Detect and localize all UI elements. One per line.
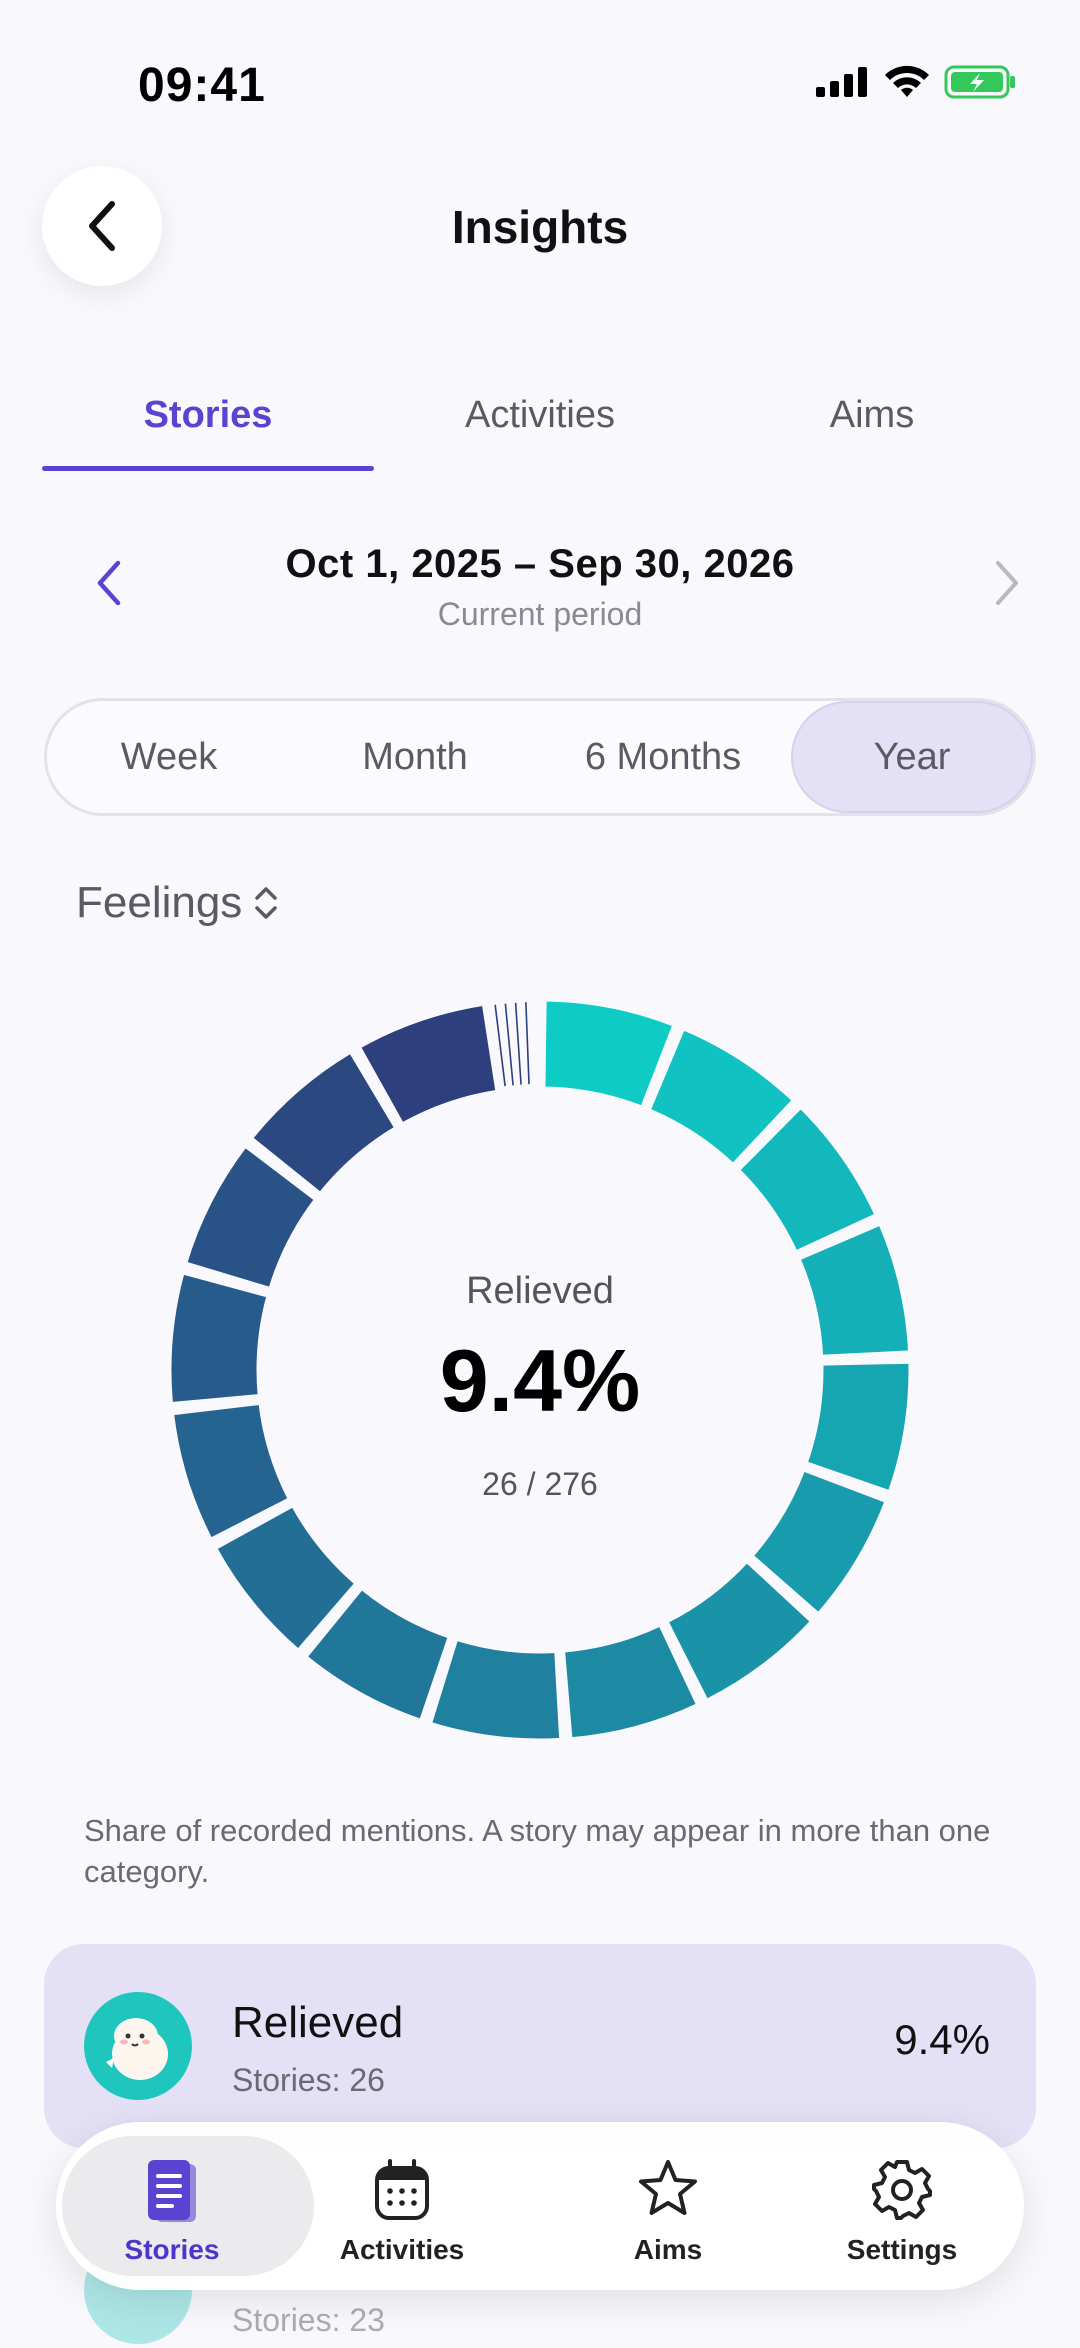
chart-footnote: Share of recorded mentions. A story may …	[84, 1813, 991, 1889]
period-range: Oct 1, 2025 – Sep 30, 2026	[285, 542, 795, 586]
donut-center-value: 9.4%	[439, 1331, 641, 1430]
chevron-up-down-icon	[255, 887, 278, 919]
donut-segment[interactable]	[304, 1587, 451, 1722]
status-time: 09:41	[138, 59, 266, 112]
range-6-months[interactable]: 6 Months	[584, 736, 742, 778]
metric-selector[interactable]: Feelings	[76, 878, 280, 928]
insights-tabs: Stories Activities Aims	[42, 370, 1038, 474]
document-icon	[148, 2160, 196, 2222]
donut-center-count: 26 / 276	[482, 1466, 598, 1502]
tab-aims[interactable]: Aims	[829, 394, 915, 436]
gear-icon	[872, 2160, 932, 2220]
list-item[interactable]: Relieved Stories: 26 9.4%	[44, 1944, 1036, 2148]
donut-segment[interactable]	[665, 1560, 813, 1702]
range-week[interactable]: Week	[120, 736, 218, 778]
donut-segment[interactable]	[797, 1222, 912, 1358]
period-subtitle: Current period	[437, 596, 643, 632]
donut-sliver-segment	[494, 1004, 506, 1087]
donut-segment[interactable]	[357, 1002, 499, 1126]
donut-segment[interactable]	[168, 1271, 270, 1406]
status-icons	[816, 64, 1018, 100]
range-segmented-control: Week Month 6 Months Year	[44, 698, 1036, 816]
list-item-title: Relieved	[232, 1998, 404, 2047]
donut-segment[interactable]	[171, 1401, 291, 1541]
tab-stories[interactable]: Stories	[143, 394, 273, 436]
chevron-left-icon	[89, 201, 115, 251]
donut-segment[interactable]	[647, 1027, 795, 1166]
tabbar-aims[interactable]: Aims	[552, 2122, 784, 2290]
calendar-icon	[375, 2159, 429, 2220]
tabbar-label: Activities	[339, 2234, 465, 2265]
tabbar-stories[interactable]: Stories	[56, 2122, 314, 2290]
donut-segment[interactable]	[750, 1468, 888, 1616]
active-tab-indicator	[42, 466, 374, 471]
period-navigator: Oct 1, 2025 – Sep 30, 2026 Current perio…	[0, 530, 1080, 650]
donut-center-label: Relieved	[466, 1270, 614, 1312]
range-year[interactable]: Year	[791, 701, 1033, 813]
page-title: Insights	[451, 201, 629, 253]
donut-segment[interactable]	[214, 1504, 358, 1652]
tabbar-label: Stories	[124, 2234, 220, 2265]
metric-selector-value: Feelings	[76, 878, 243, 927]
tabbar-activities[interactable]: Activities	[286, 2122, 518, 2290]
donut-segment[interactable]	[562, 1623, 700, 1741]
donut-sliver-segment	[525, 1002, 530, 1085]
donut-segment[interactable]	[804, 1360, 912, 1494]
next-period-button[interactable]	[990, 558, 1024, 613]
donut-sliver-segment	[514, 1002, 522, 1085]
status-bar: 09:41	[0, 0, 1080, 170]
relieved-feeling-icon	[84, 1992, 192, 2100]
donut-segment[interactable]	[429, 1637, 563, 1742]
donut-segment[interactable]	[737, 1105, 878, 1254]
donut-center: Relieved 9.4% 26 / 276	[170, 990, 910, 1750]
previous-period-button[interactable]	[92, 558, 126, 613]
header: Insights	[0, 160, 1080, 290]
donut-segment[interactable]	[542, 998, 676, 1109]
donut-segment[interactable]	[184, 1144, 317, 1290]
list-item-subtitle: Stories: 26	[232, 2062, 385, 2098]
tabbar-label: Aims	[633, 2234, 703, 2265]
tab-activities[interactable]: Activities	[465, 394, 615, 436]
donut-segment[interactable]	[250, 1050, 398, 1195]
star-icon	[639, 2160, 697, 2215]
bottom-tab-bar: Stories Activities Aims	[56, 2122, 1024, 2290]
tabbar-label: Settings	[846, 2234, 958, 2265]
range-month[interactable]: Month	[362, 736, 468, 778]
back-button[interactable]	[42, 166, 162, 286]
tabbar-settings[interactable]: Settings	[786, 2122, 1018, 2290]
donut-svg	[168, 998, 912, 1742]
feelings-donut-chart: Relieved 9.4% 26 / 276	[168, 990, 912, 1750]
chevron-left-icon	[97, 560, 121, 606]
list-item-subtitle: Stories: 23	[232, 2302, 385, 2338]
chevron-right-icon	[996, 561, 1018, 605]
battery-icon	[944, 65, 1015, 99]
list-item-percent: 9.4%	[894, 2016, 990, 2063]
signal-icon	[816, 67, 867, 97]
donut-sliver-segment	[504, 1003, 514, 1086]
wifi-icon	[885, 65, 929, 97]
